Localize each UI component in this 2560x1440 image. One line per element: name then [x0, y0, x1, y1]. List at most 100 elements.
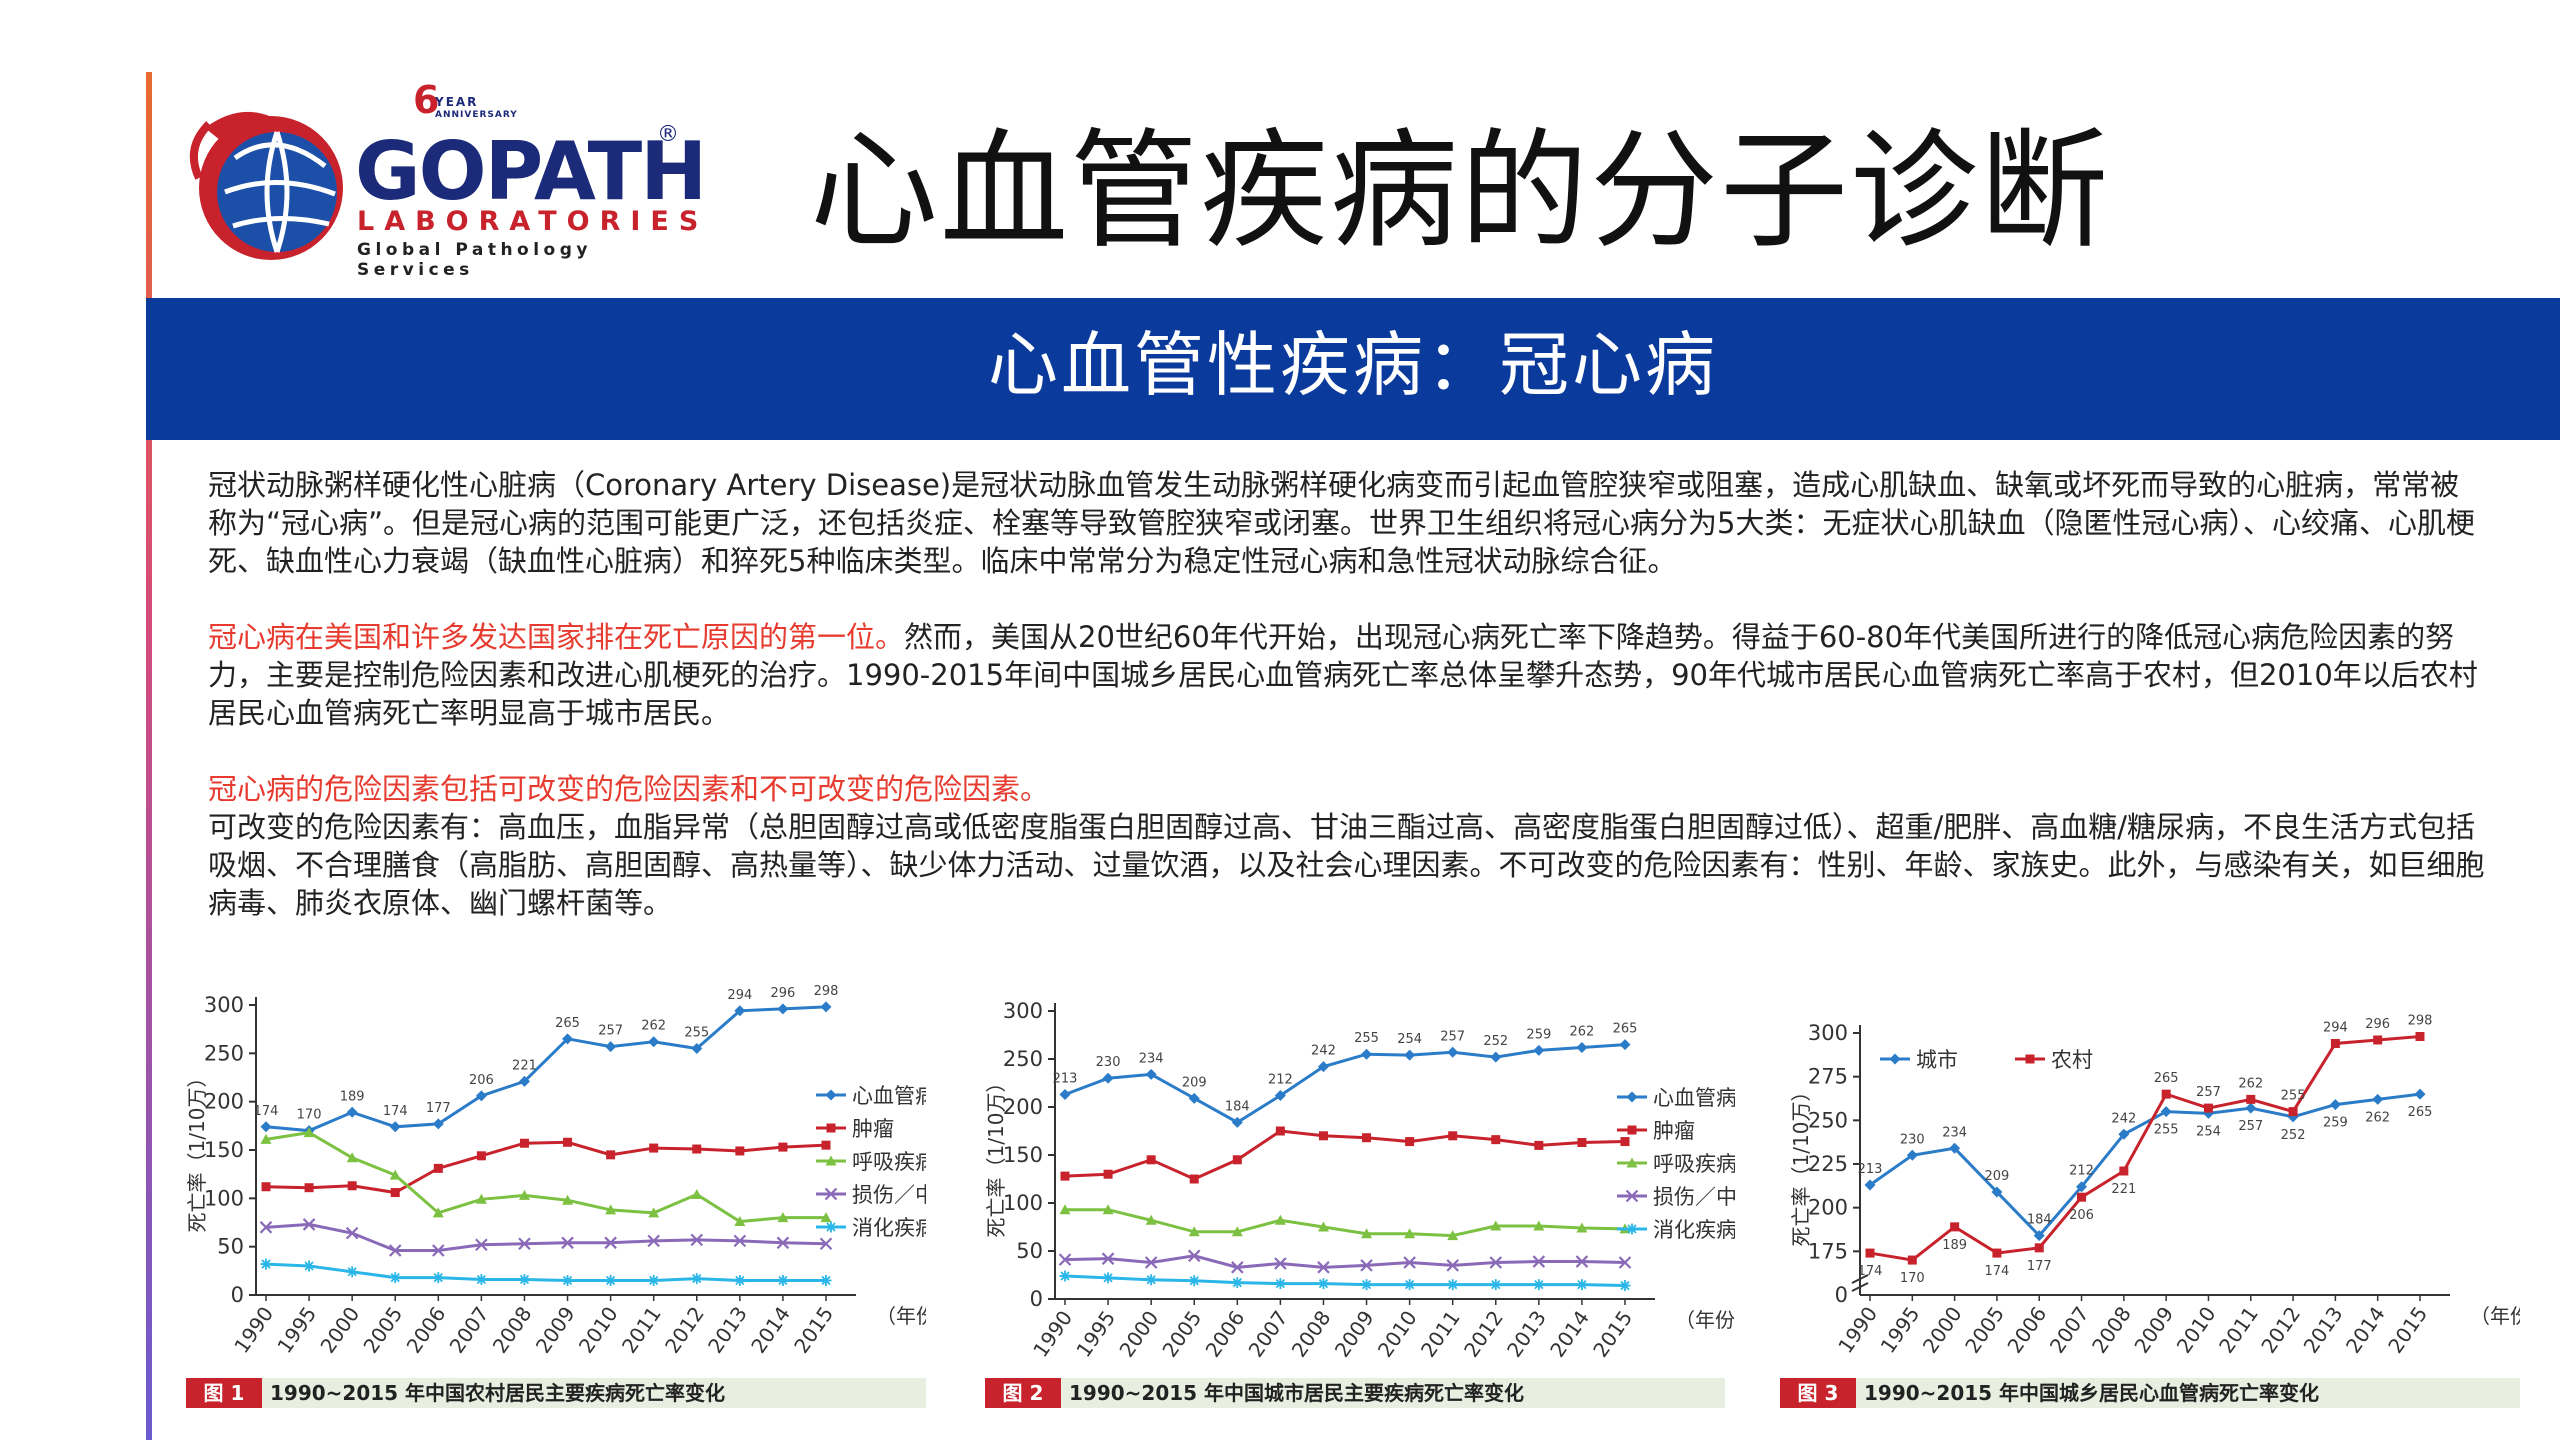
- data-label: 184: [2027, 1213, 2052, 1228]
- data-point: [303, 1127, 315, 1138]
- data-label: 296: [2365, 1017, 2390, 1032]
- data-point: [606, 1150, 616, 1160]
- x-tick-label: 2011: [1416, 1306, 1465, 1361]
- data-label: 213: [1053, 1072, 1078, 1087]
- chart-urban: 0501001502002503001990199520002005200620…: [984, 999, 1735, 1408]
- data-point: [563, 1137, 573, 1147]
- brand-name: GOPATH: [355, 125, 707, 218]
- data-point: [1447, 1046, 1459, 1058]
- x-tick-label: 2012: [2256, 1302, 2305, 1357]
- chart-caption: 1990~2015 年中国城乡居民心血管病死亡率变化: [1864, 1381, 2319, 1405]
- data-point: [1620, 1137, 1630, 1147]
- anniversary-text: 6 YEAR ANNIVERSARY: [413, 81, 518, 122]
- x-tick-label: 2014: [1545, 1306, 1594, 1361]
- data-point: [821, 1140, 831, 1150]
- data-label: 265: [2154, 1071, 2179, 1086]
- data-label: 255: [1354, 1031, 1379, 1046]
- legend-item: 消化疾病: [1617, 1218, 1735, 1242]
- y-tick-label: 225: [1808, 1152, 1848, 1176]
- axis-break: [1851, 1274, 1869, 1292]
- data-point: [1490, 1279, 1502, 1291]
- data-point: [390, 1188, 400, 1198]
- data-point: [388, 1244, 402, 1257]
- data-point: [777, 1212, 789, 1223]
- data-point: [1103, 1169, 1113, 1179]
- y-tick-label: 250: [1808, 1108, 1848, 1132]
- data-label: 221: [2111, 1182, 2136, 1197]
- data-label: 206: [469, 1073, 494, 1088]
- gopath-logo: 6 YEAR ANNIVERSARY GOPATH ® LABORATORIES…: [185, 81, 707, 280]
- data-point: [1992, 1248, 2002, 1258]
- data-label: 209: [1985, 1169, 2010, 1184]
- legend-label: 农村: [2051, 1048, 2093, 1072]
- chart-rural: 0501001502002503001990199520002005200620…: [185, 985, 926, 1408]
- data-label: 242: [1311, 1044, 1336, 1059]
- paragraph-text: 然而，美国从20世纪60年代开始，出现冠心病死亡率下降趋势。得益于60-80年代…: [208, 620, 2478, 730]
- data-label: 262: [2365, 1110, 2390, 1125]
- data-label: 170: [297, 1108, 322, 1123]
- x-tick-label: 2000: [315, 1302, 364, 1357]
- data-point: [777, 1003, 789, 1015]
- data-point: [826, 1123, 836, 1133]
- data-point: [346, 1266, 358, 1278]
- brand-laboratories: LABORATORIES: [357, 206, 709, 237]
- x-tick-label: 2005: [1157, 1306, 1206, 1361]
- data-point: [1619, 1039, 1631, 1051]
- data-point: [2329, 1099, 2341, 1111]
- data-point: [432, 1207, 444, 1218]
- data-point: [260, 1133, 272, 1144]
- x-tick-label: 2011: [617, 1302, 666, 1357]
- y-tick-label: 150: [204, 1138, 244, 1162]
- data-point: [1533, 1279, 1545, 1291]
- y-tick-label: 0: [1835, 1283, 1848, 1307]
- data-point: [1144, 1256, 1158, 1269]
- left-accent-bar: [146, 72, 152, 1440]
- data-point: [1619, 1280, 1631, 1292]
- x-tick-label: 1990: [1028, 1306, 1077, 1361]
- x-tick-label: 2010: [574, 1302, 623, 1357]
- data-label: 265: [555, 1016, 580, 1031]
- caption-background: [1780, 1378, 2520, 1408]
- data-point: [825, 1089, 837, 1101]
- data-point: [2118, 1128, 2130, 1140]
- caption-tag: 图 1: [204, 1381, 245, 1405]
- x-tick-label: 2000: [1918, 1302, 1967, 1357]
- data-point: [1447, 1279, 1459, 1291]
- series-line: [1064, 1254, 1626, 1269]
- y-tick-label: 150: [1003, 1143, 1043, 1167]
- x-tick-label: 1995: [1876, 1302, 1925, 1357]
- x-axis-unit: （年份）: [2470, 1304, 2520, 1328]
- data-point: [1102, 1204, 1114, 1215]
- data-label: 174: [254, 1104, 279, 1119]
- y-tick-label: 100: [1003, 1191, 1043, 1215]
- legend-item: 呼吸疾病: [816, 1150, 926, 1174]
- legend-item: 肿瘤: [1617, 1119, 1695, 1143]
- paragraph-risk-factors: 可改变的危险因素有：高血压，血脂异常（总胆固醇过高或低密度脂蛋白胆固醇过高、甘油…: [208, 810, 2485, 920]
- data-point: [1232, 1155, 1242, 1165]
- y-tick-label: 300: [1003, 999, 1043, 1023]
- legend-label: 消化疾病: [852, 1216, 926, 1240]
- data-label: 265: [1613, 1022, 1638, 1037]
- x-tick-label: 2008: [2087, 1302, 2136, 1357]
- series-0: 213 230 234 209 184 212 242 255 254 257 252 259 262 2…: [1053, 1022, 1638, 1128]
- data-point: [1187, 1249, 1201, 1263]
- x-tick-label: 2009: [1330, 1306, 1379, 1361]
- data-point: [825, 1221, 837, 1233]
- anniversary-line1: YEAR: [435, 95, 479, 109]
- x-tick-label: 2013: [2299, 1302, 2348, 1357]
- data-point: [389, 1272, 401, 1284]
- x-tick-label: 1995: [1071, 1306, 1120, 1361]
- data-label: 252: [1483, 1034, 1508, 1049]
- data-point: [261, 1182, 271, 1192]
- data-point: [691, 1273, 703, 1285]
- data-point: [690, 1233, 704, 1247]
- data-point: [820, 1275, 832, 1286]
- data-point: [2025, 1054, 2035, 1064]
- data-point: [389, 1169, 401, 1180]
- data-point: [1404, 1049, 1416, 1061]
- y-tick-label: 0: [1030, 1287, 1043, 1311]
- series-1: [1060, 1126, 1630, 1184]
- x-tick-label: 2013: [1502, 1306, 1551, 1361]
- data-label: 174: [383, 1104, 408, 1119]
- data-point: [691, 1043, 703, 1054]
